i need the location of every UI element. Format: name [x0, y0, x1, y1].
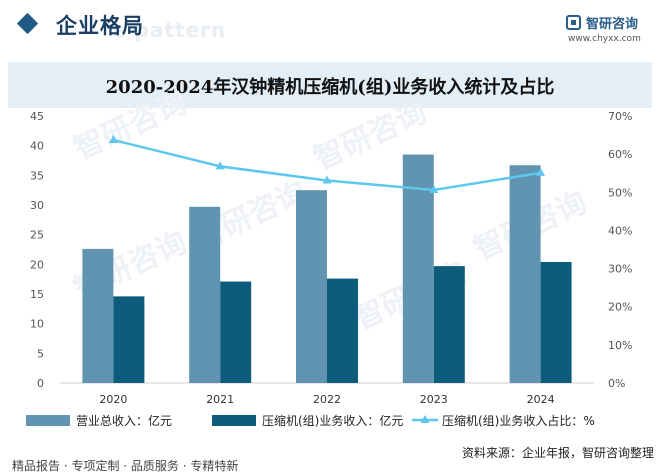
share-point-marker [322, 175, 332, 184]
legend-swatch [212, 415, 256, 426]
bar-total-revenue [509, 165, 541, 383]
y-right-tick-label: 40% [608, 224, 632, 237]
y-right-tick-label: 10% [608, 339, 632, 352]
bar-compressor-revenue [327, 278, 358, 383]
chart-title-band: 2020-2024年汉钟精机压缩机(组)业务收入统计及占比 [8, 62, 652, 108]
bar-compressor-revenue [220, 281, 252, 383]
section-title: 企业格局 [56, 14, 144, 38]
legend-swatch [26, 415, 70, 426]
x-tick-label: 2021 [206, 393, 234, 406]
x-tick-label: 2024 [527, 393, 555, 406]
y-left-tick-label: 15 [30, 288, 44, 301]
y-left-tick-label: 45 [30, 110, 44, 123]
page-header: e pattern 企业格局 智研咨询 www.chyxx.com [0, 0, 660, 56]
header-ghost-text: e pattern [112, 18, 227, 42]
share-point-marker [429, 184, 439, 193]
y-right-tick-label: 0% [608, 377, 625, 390]
y-left-tick-label: 5 [37, 347, 44, 360]
bar-compressor-revenue [540, 261, 572, 383]
legend-label: 营业总收入：亿元 [76, 413, 172, 428]
y-left-tick-label: 30 [30, 199, 44, 212]
legend-marker-icon [420, 415, 430, 423]
chart-bars: 2020 2021 2022 2023 2024 [82, 154, 572, 406]
y-right-tick-label: 20% [608, 301, 632, 314]
share-point-marker [536, 167, 546, 176]
share-point-marker [108, 135, 118, 144]
y-left-tick-label: 10 [30, 318, 44, 331]
chart-line [108, 135, 546, 193]
bar-total-revenue [82, 248, 114, 383]
chart-legend: 营业总收入：亿元 压缩机(组)业务收入：亿元 压缩机(组)业务收入占比：% [26, 413, 595, 428]
y-left-tick-label: 0 [37, 377, 44, 390]
bar-compressor-revenue [433, 266, 465, 383]
y-left-tick-label: 40 [30, 140, 44, 153]
y-right-tick-label: 60% [608, 148, 632, 161]
bar-total-revenue [402, 154, 434, 383]
y-left-tick-label: 25 [30, 229, 44, 242]
brand-name: 智研咨询 [586, 17, 639, 32]
share-point-marker [215, 161, 225, 170]
chart-title: 2020-2024年汉钟精机压缩机(组)业务收入统计及占比 [105, 77, 555, 98]
bar-total-revenue [189, 206, 221, 383]
y-left-tick-label: 20 [30, 258, 44, 271]
y-right-tick-label: 50% [608, 186, 632, 199]
y-left-tick-label: 35 [30, 169, 44, 182]
brand-logo-icon [566, 15, 581, 30]
x-tick-label: 2022 [313, 393, 341, 406]
chart-axes: 0 5 10 15 20 25 30 35 40 45 0% 10% 20% 30% 40% 50% 60% 70… [30, 110, 632, 390]
brand-url: www.chyxx.com [568, 34, 641, 44]
x-tick-label: 2023 [420, 393, 448, 406]
bar-total-revenue [296, 190, 327, 383]
legend-label: 压缩机(组)业务收入占比：% [442, 413, 595, 428]
y-right-tick-label: 30% [608, 263, 632, 276]
footer-source: 资料来源：企业年报，智研咨询整理 [461, 446, 654, 460]
x-tick-label: 2020 [99, 393, 127, 406]
legend-label: 压缩机(组)业务收入：亿元 [262, 413, 403, 428]
bar-compressor-revenue [113, 296, 145, 383]
y-right-tick-label: 70% [608, 110, 632, 123]
footer-tagline: 精品报告 · 专项定制 · 品质服务 · 专精特新 [12, 459, 239, 473]
